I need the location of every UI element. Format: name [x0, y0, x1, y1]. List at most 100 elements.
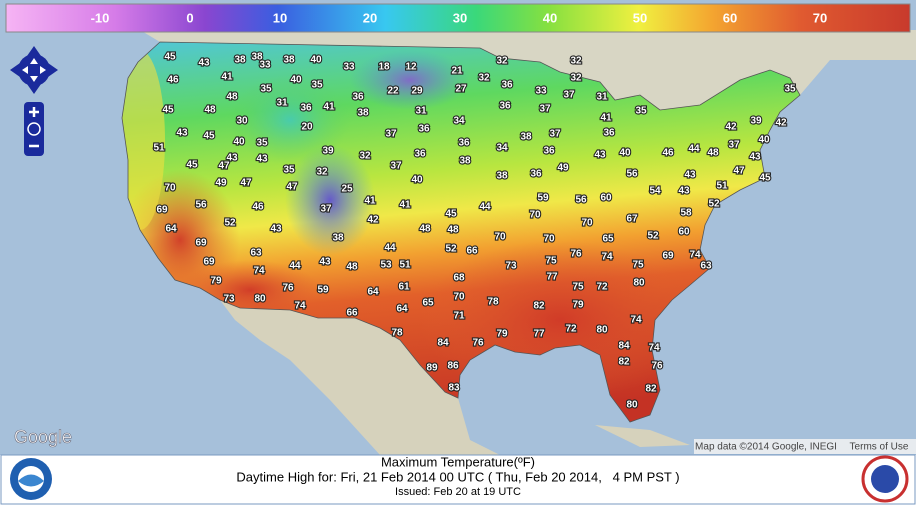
- temperature-label: 76: [472, 338, 484, 349]
- temperature-label: 82: [618, 357, 630, 368]
- temperature-label: 31: [276, 98, 288, 109]
- temperature-label: 31: [596, 92, 608, 103]
- zoom-bar[interactable]: [24, 102, 44, 156]
- temperature-label: 74: [294, 301, 306, 312]
- temperature-label: 69: [156, 205, 168, 216]
- temperature-label: 47: [733, 166, 745, 177]
- color-scale: [5, 3, 911, 33]
- temperature-label: 36: [418, 124, 430, 135]
- temperature-label: 47: [240, 178, 252, 189]
- temperature-label: 40: [619, 148, 631, 159]
- temperature-label: 36: [458, 138, 470, 149]
- temperature-label: 32: [570, 56, 582, 67]
- temperature-label: 22: [387, 86, 399, 97]
- temperature-label: 75: [545, 256, 557, 267]
- canada: [0, 30, 916, 112]
- temperature-label: 52: [708, 199, 720, 210]
- temperature-label: 71: [453, 311, 465, 322]
- zoom-control[interactable]: [24, 102, 44, 156]
- temperature-label: 40: [233, 137, 245, 148]
- temperature-label: 35: [784, 84, 796, 95]
- temperature-label: 70: [529, 210, 541, 221]
- temperature-label: 72: [565, 324, 577, 335]
- temperature-label: 49: [557, 163, 569, 174]
- temperature-label: 41: [221, 72, 233, 83]
- temperature-label: 56: [626, 169, 638, 180]
- temperature-label: 21: [451, 66, 463, 77]
- attribution: Map data ©2014 Google, INEGI: [695, 442, 837, 453]
- temperature-label: 48: [419, 224, 431, 235]
- temperature-label: 42: [725, 122, 737, 133]
- terms-link[interactable]: Terms of Use: [850, 442, 909, 453]
- pan-arrow-heads[interactable]: [22, 58, 46, 82]
- google-logo: Google: [14, 427, 72, 447]
- temperature-label: 67: [626, 214, 638, 225]
- temperature-label: 70: [543, 234, 555, 245]
- temperature-label: 43: [319, 257, 331, 268]
- temperature-label: 51: [153, 143, 165, 154]
- temperature-label: 66: [466, 246, 478, 257]
- temperature-label: 65: [602, 234, 614, 245]
- scale-label: 0: [186, 10, 193, 25]
- temperature-label: 38: [496, 171, 508, 182]
- temperature-label: 35: [311, 80, 323, 91]
- temperature-label: 38: [251, 52, 263, 63]
- temperature-label: 52: [445, 244, 457, 255]
- temperature-label: 36: [501, 80, 513, 91]
- temperature-label: 43: [176, 128, 188, 139]
- temperature-label: 79: [572, 300, 584, 311]
- temperature-label: 35: [635, 106, 647, 117]
- temperature-label: 80: [254, 294, 266, 305]
- temperature-label: 48: [226, 92, 238, 103]
- temperature-label: 36: [499, 101, 511, 112]
- globe-button[interactable]: [27, 122, 41, 136]
- temperature-label: 75: [572, 282, 584, 293]
- temperature-label: 43: [256, 154, 268, 165]
- temperature-label: 38: [357, 108, 369, 119]
- pan-arrows[interactable]: [10, 46, 58, 94]
- temperature-label: 36: [300, 103, 312, 114]
- temperature-label: 36: [414, 149, 426, 160]
- temperature-label: 46: [662, 148, 674, 159]
- temperature-label: 65: [422, 298, 434, 309]
- temperature-label: 45: [445, 209, 457, 220]
- temperature-label: 60: [678, 227, 690, 238]
- temperature-label: 32: [316, 167, 328, 178]
- temperature-label: 76: [282, 283, 294, 294]
- temperature-label: 74: [630, 315, 642, 326]
- temperature-label: 37: [563, 90, 575, 101]
- temperature-label: 33: [535, 86, 547, 97]
- temperature-label: 36: [543, 146, 555, 157]
- temperature-label: 47: [286, 182, 298, 193]
- temperature-label: 69: [195, 238, 207, 249]
- temperature-label: 45: [203, 131, 215, 142]
- temperature-label: 61: [398, 282, 410, 293]
- temperature-label: 86: [447, 361, 459, 372]
- zoom-buttons[interactable]: [29, 107, 39, 148]
- temperature-label: 30: [236, 116, 248, 127]
- temperature-label: 37: [728, 140, 740, 151]
- temperature-label: 37: [539, 104, 551, 115]
- pan-ring[interactable]: [18, 54, 50, 86]
- pan-control[interactable]: [10, 46, 58, 94]
- temperature-label: 42: [367, 215, 379, 226]
- temperature-label: 35: [256, 138, 268, 149]
- temperature-label: 82: [645, 384, 657, 395]
- temperature-label: 53: [380, 260, 392, 271]
- temperature-label: 45: [164, 52, 176, 63]
- cuba: [595, 425, 690, 447]
- temperature-label: 36: [530, 169, 542, 180]
- temperature-label: 66: [346, 308, 358, 319]
- temperature-label: 32: [359, 151, 371, 162]
- temperature-label: 78: [487, 297, 499, 308]
- scale-label: 50: [633, 10, 647, 25]
- temperature-label: 64: [367, 287, 379, 298]
- nws-logo: [861, 455, 909, 503]
- temperature-label: 37: [385, 129, 397, 140]
- temperature-label: 70: [494, 232, 506, 243]
- scale-label: 10: [273, 10, 287, 25]
- temperature-label: 39: [322, 146, 334, 157]
- temperature-label: 83: [448, 383, 460, 394]
- temperature-label: 48: [707, 148, 719, 159]
